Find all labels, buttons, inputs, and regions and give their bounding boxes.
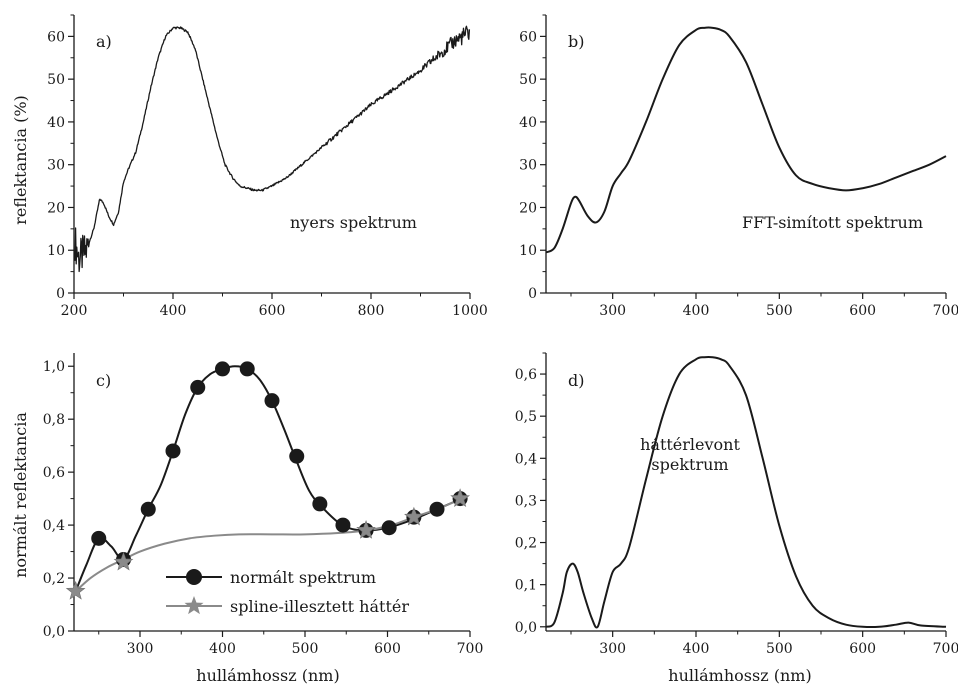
y-tick-label-c: 0,0 — [43, 624, 65, 640]
marker-star-c — [450, 488, 470, 507]
y-tick-label-a: 20 — [47, 200, 65, 216]
y-tick-label-b: 60 — [519, 29, 537, 45]
x-tick-label-c: 700 — [457, 641, 484, 657]
y-tick-label-a: 50 — [47, 72, 65, 88]
x-tick-label-b: 300 — [599, 303, 626, 319]
x-tick-label-b: 500 — [766, 303, 793, 319]
y-tick-label-a: 10 — [47, 243, 65, 259]
y-tick-label-d: 0,3 — [515, 493, 537, 509]
marker-star-c — [404, 506, 424, 526]
y-tick-label-a: 40 — [47, 115, 65, 131]
y-tick-label-d: 0,4 — [515, 451, 537, 467]
annotation-b: FFT-simított spektrum — [742, 213, 923, 232]
y-tick-label-b: 30 — [519, 158, 537, 174]
panel-label-a: a) — [96, 32, 112, 51]
y-tick-label-b: 0 — [528, 286, 537, 302]
panel-label-c: c) — [96, 371, 111, 390]
x-tick-label-d: 400 — [683, 641, 710, 657]
y-tick-label-d: 0,0 — [515, 620, 537, 636]
ylabel-c: normált reflektancia — [11, 412, 30, 578]
panel-b: 300 400 500 600 700 0 10 20 30 40 50 60 b) FFT-simí… — [519, 14, 958, 319]
x-tick-label-a: 400 — [160, 303, 187, 319]
y-tick-label-c: 0,6 — [43, 465, 65, 481]
x-tick-label-b: 700 — [933, 303, 958, 319]
y-tick-label-c: 0,4 — [43, 518, 65, 534]
y-tick-label-b: 50 — [519, 72, 537, 88]
y-tick-label-b: 20 — [519, 200, 537, 216]
y-tick-label-a: 60 — [47, 29, 65, 45]
marker-star-c — [356, 520, 376, 539]
x-tick-label-a: 600 — [259, 303, 286, 319]
legend: normált spektrum spline-illesztett hátté… — [166, 568, 409, 616]
marker-circle-c — [239, 361, 255, 377]
panel-label-b: b) — [568, 32, 584, 51]
y-tick-label-c: 0,8 — [43, 412, 65, 428]
x-tick-label-c: 500 — [292, 641, 319, 657]
series-line-a-0 — [74, 25, 471, 273]
x-tick-label-d: 700 — [933, 641, 958, 657]
x-tick-label-a: 800 — [358, 303, 385, 319]
x-tick-label-a: 200 — [61, 303, 88, 319]
x-tick-label-b: 600 — [849, 303, 876, 319]
marker-circle-c — [140, 501, 156, 517]
x-tick-label-c: 300 — [127, 641, 154, 657]
annotation-d-line1: háttérlevont — [640, 435, 740, 454]
y-tick-label-b: 40 — [519, 115, 537, 131]
y-tick-label-c: 1,0 — [43, 359, 65, 375]
xlabel-d: hullámhossz (nm) — [668, 666, 811, 685]
panel-a: 200 400 600 800 1000 0 10 20 30 40 50 60 a) nyers s… — [11, 14, 488, 319]
marker-star-c — [65, 580, 86, 600]
marker-circle-c — [165, 443, 181, 459]
marker-circle-c — [190, 379, 206, 395]
marker-circle-c — [429, 501, 445, 517]
marker-circle-c — [264, 393, 280, 409]
x-tick-label-d: 600 — [849, 641, 876, 657]
marker-circle-c — [381, 520, 397, 536]
series-line-d-0 — [545, 355, 947, 629]
panel-c: 300 400 500 600 700 0,0 0,2 0,4 0,6 0,8 1,0 c) hul… — [11, 353, 483, 685]
marker-star-c — [113, 551, 134, 571]
annotation-a: nyers spektrum — [290, 213, 417, 232]
legend-label-spline: spline-illesztett háttér — [230, 597, 409, 616]
x-tick-label-a: 1000 — [452, 303, 488, 319]
x-tick-label-c: 600 — [374, 641, 401, 657]
marker-circle-c — [312, 496, 328, 512]
x-tick-label-d: 500 — [766, 641, 793, 657]
xlabel-c: hullámhossz (nm) — [196, 666, 339, 685]
panel-label-d: d) — [568, 371, 584, 390]
marker-circle-c — [215, 361, 230, 377]
ylabel-a: reflektancia (%) — [11, 95, 30, 225]
y-tick-label-d: 0,1 — [515, 578, 537, 594]
y-tick-label-a: 0 — [56, 286, 65, 302]
series-line-b-0 — [545, 26, 947, 254]
legend-marker-spline — [184, 596, 204, 615]
annotation-d-line2: spektrum — [651, 455, 728, 474]
y-tick-label-b: 10 — [519, 243, 537, 259]
y-tick-label-a: 30 — [47, 158, 65, 174]
marker-circle-c — [289, 448, 305, 464]
y-tick-label-d: 0,2 — [515, 536, 537, 552]
marker-circle-c — [335, 517, 351, 533]
legend-marker-normalt — [186, 569, 202, 585]
y-tick-label-c: 0,2 — [43, 571, 65, 587]
y-tick-label-d: 0,6 — [515, 367, 537, 383]
x-tick-label-c: 400 — [209, 641, 236, 657]
y-tick-label-d: 0,5 — [515, 409, 537, 425]
legend-label-normalt: normált spektrum — [230, 568, 376, 587]
x-tick-label-d: 300 — [599, 641, 626, 657]
x-tick-label-b: 400 — [683, 303, 710, 319]
marker-circle-c — [91, 530, 107, 546]
